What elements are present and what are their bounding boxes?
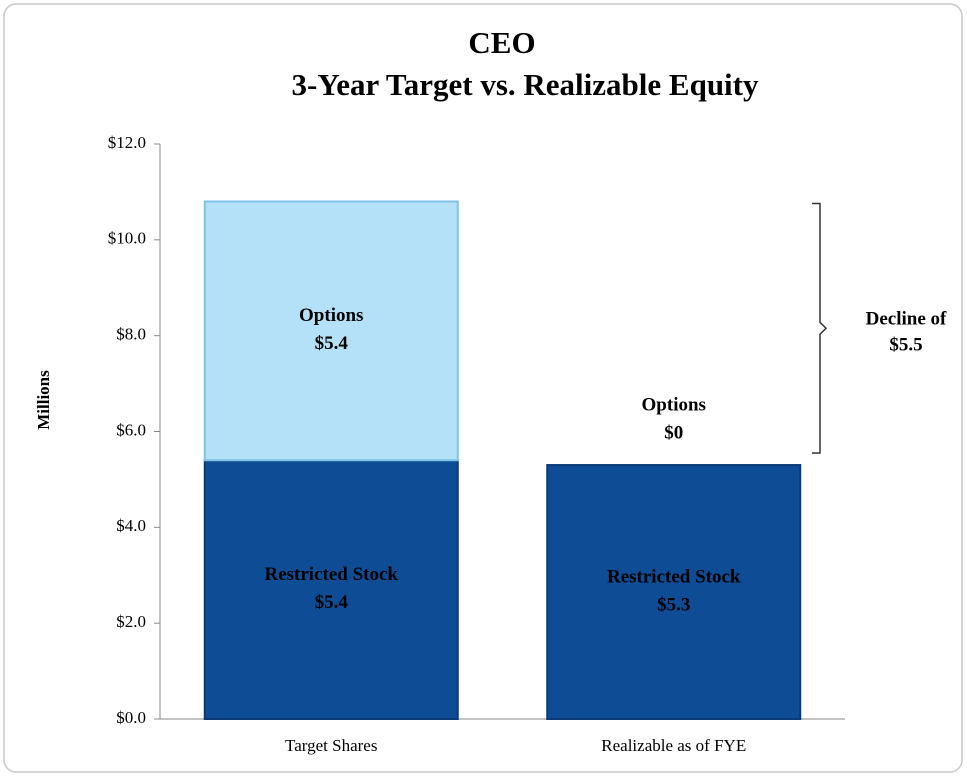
- y-tick-label: $0.0: [116, 708, 146, 727]
- y-tick-label: $6.0: [116, 420, 146, 439]
- segment-value-label: $5.4: [315, 333, 349, 354]
- chart-frame: [3, 3, 963, 773]
- annotation: Decline of: [866, 309, 947, 330]
- chart-subtitle: 3-Year Target vs. Realizable Equity: [292, 67, 759, 102]
- y-tick-label: $4.0: [116, 516, 146, 535]
- x-tick-label: Realizable as of FYE: [601, 736, 746, 755]
- segment-value-label: $5.4: [315, 592, 349, 613]
- x-tick-label: Target Shares: [285, 736, 377, 755]
- bar-segment: [203, 459, 459, 720]
- segment-name: Restricted Stock: [265, 564, 399, 585]
- y-tick-label: $8.0: [116, 325, 146, 344]
- y-tick-label: $12.0: [108, 133, 146, 152]
- y-tick-label: $2.0: [116, 612, 146, 631]
- decline-bracket: [812, 202, 828, 454]
- chart-title: CEO: [468, 25, 535, 60]
- segment-name: Restricted Stock: [607, 566, 741, 587]
- segment-value-label: $5.3: [657, 594, 690, 615]
- y-tick-label: $10.0: [108, 229, 146, 248]
- bar-segment: [546, 464, 802, 720]
- segment-name: Options: [642, 394, 706, 415]
- y-axis-label: Millions: [34, 370, 53, 430]
- annotation: $5.5: [889, 335, 922, 356]
- segment-name: Options: [299, 305, 363, 326]
- segment-value-label: $0: [664, 422, 683, 443]
- bar-segment: [203, 200, 459, 462]
